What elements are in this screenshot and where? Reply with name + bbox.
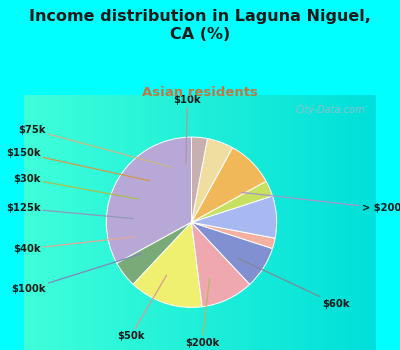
Text: $50k: $50k (117, 275, 166, 341)
Wedge shape (192, 139, 232, 222)
Text: > $200k: > $200k (242, 193, 400, 214)
Text: $30k: $30k (13, 174, 138, 199)
Wedge shape (192, 148, 266, 222)
Text: Income distribution in Laguna Niguel,
CA (%): Income distribution in Laguna Niguel, CA… (29, 9, 371, 42)
Wedge shape (106, 137, 192, 263)
Wedge shape (192, 181, 272, 222)
Text: $10k: $10k (174, 95, 201, 164)
Text: $200k: $200k (185, 278, 219, 348)
Text: $125k: $125k (6, 203, 133, 218)
Wedge shape (192, 196, 277, 238)
Text: $100k: $100k (11, 254, 142, 294)
Wedge shape (117, 222, 192, 284)
Text: Asian residents: Asian residents (142, 86, 258, 99)
Wedge shape (192, 222, 272, 284)
Wedge shape (133, 222, 202, 307)
Wedge shape (192, 222, 275, 248)
Text: $40k: $40k (13, 237, 135, 254)
Text: $75k: $75k (18, 125, 172, 167)
Text: $60k: $60k (238, 258, 350, 309)
Text: $150k: $150k (6, 148, 150, 181)
Text: City-Data.com: City-Data.com (296, 105, 365, 115)
Wedge shape (192, 222, 250, 307)
Wedge shape (192, 137, 208, 222)
